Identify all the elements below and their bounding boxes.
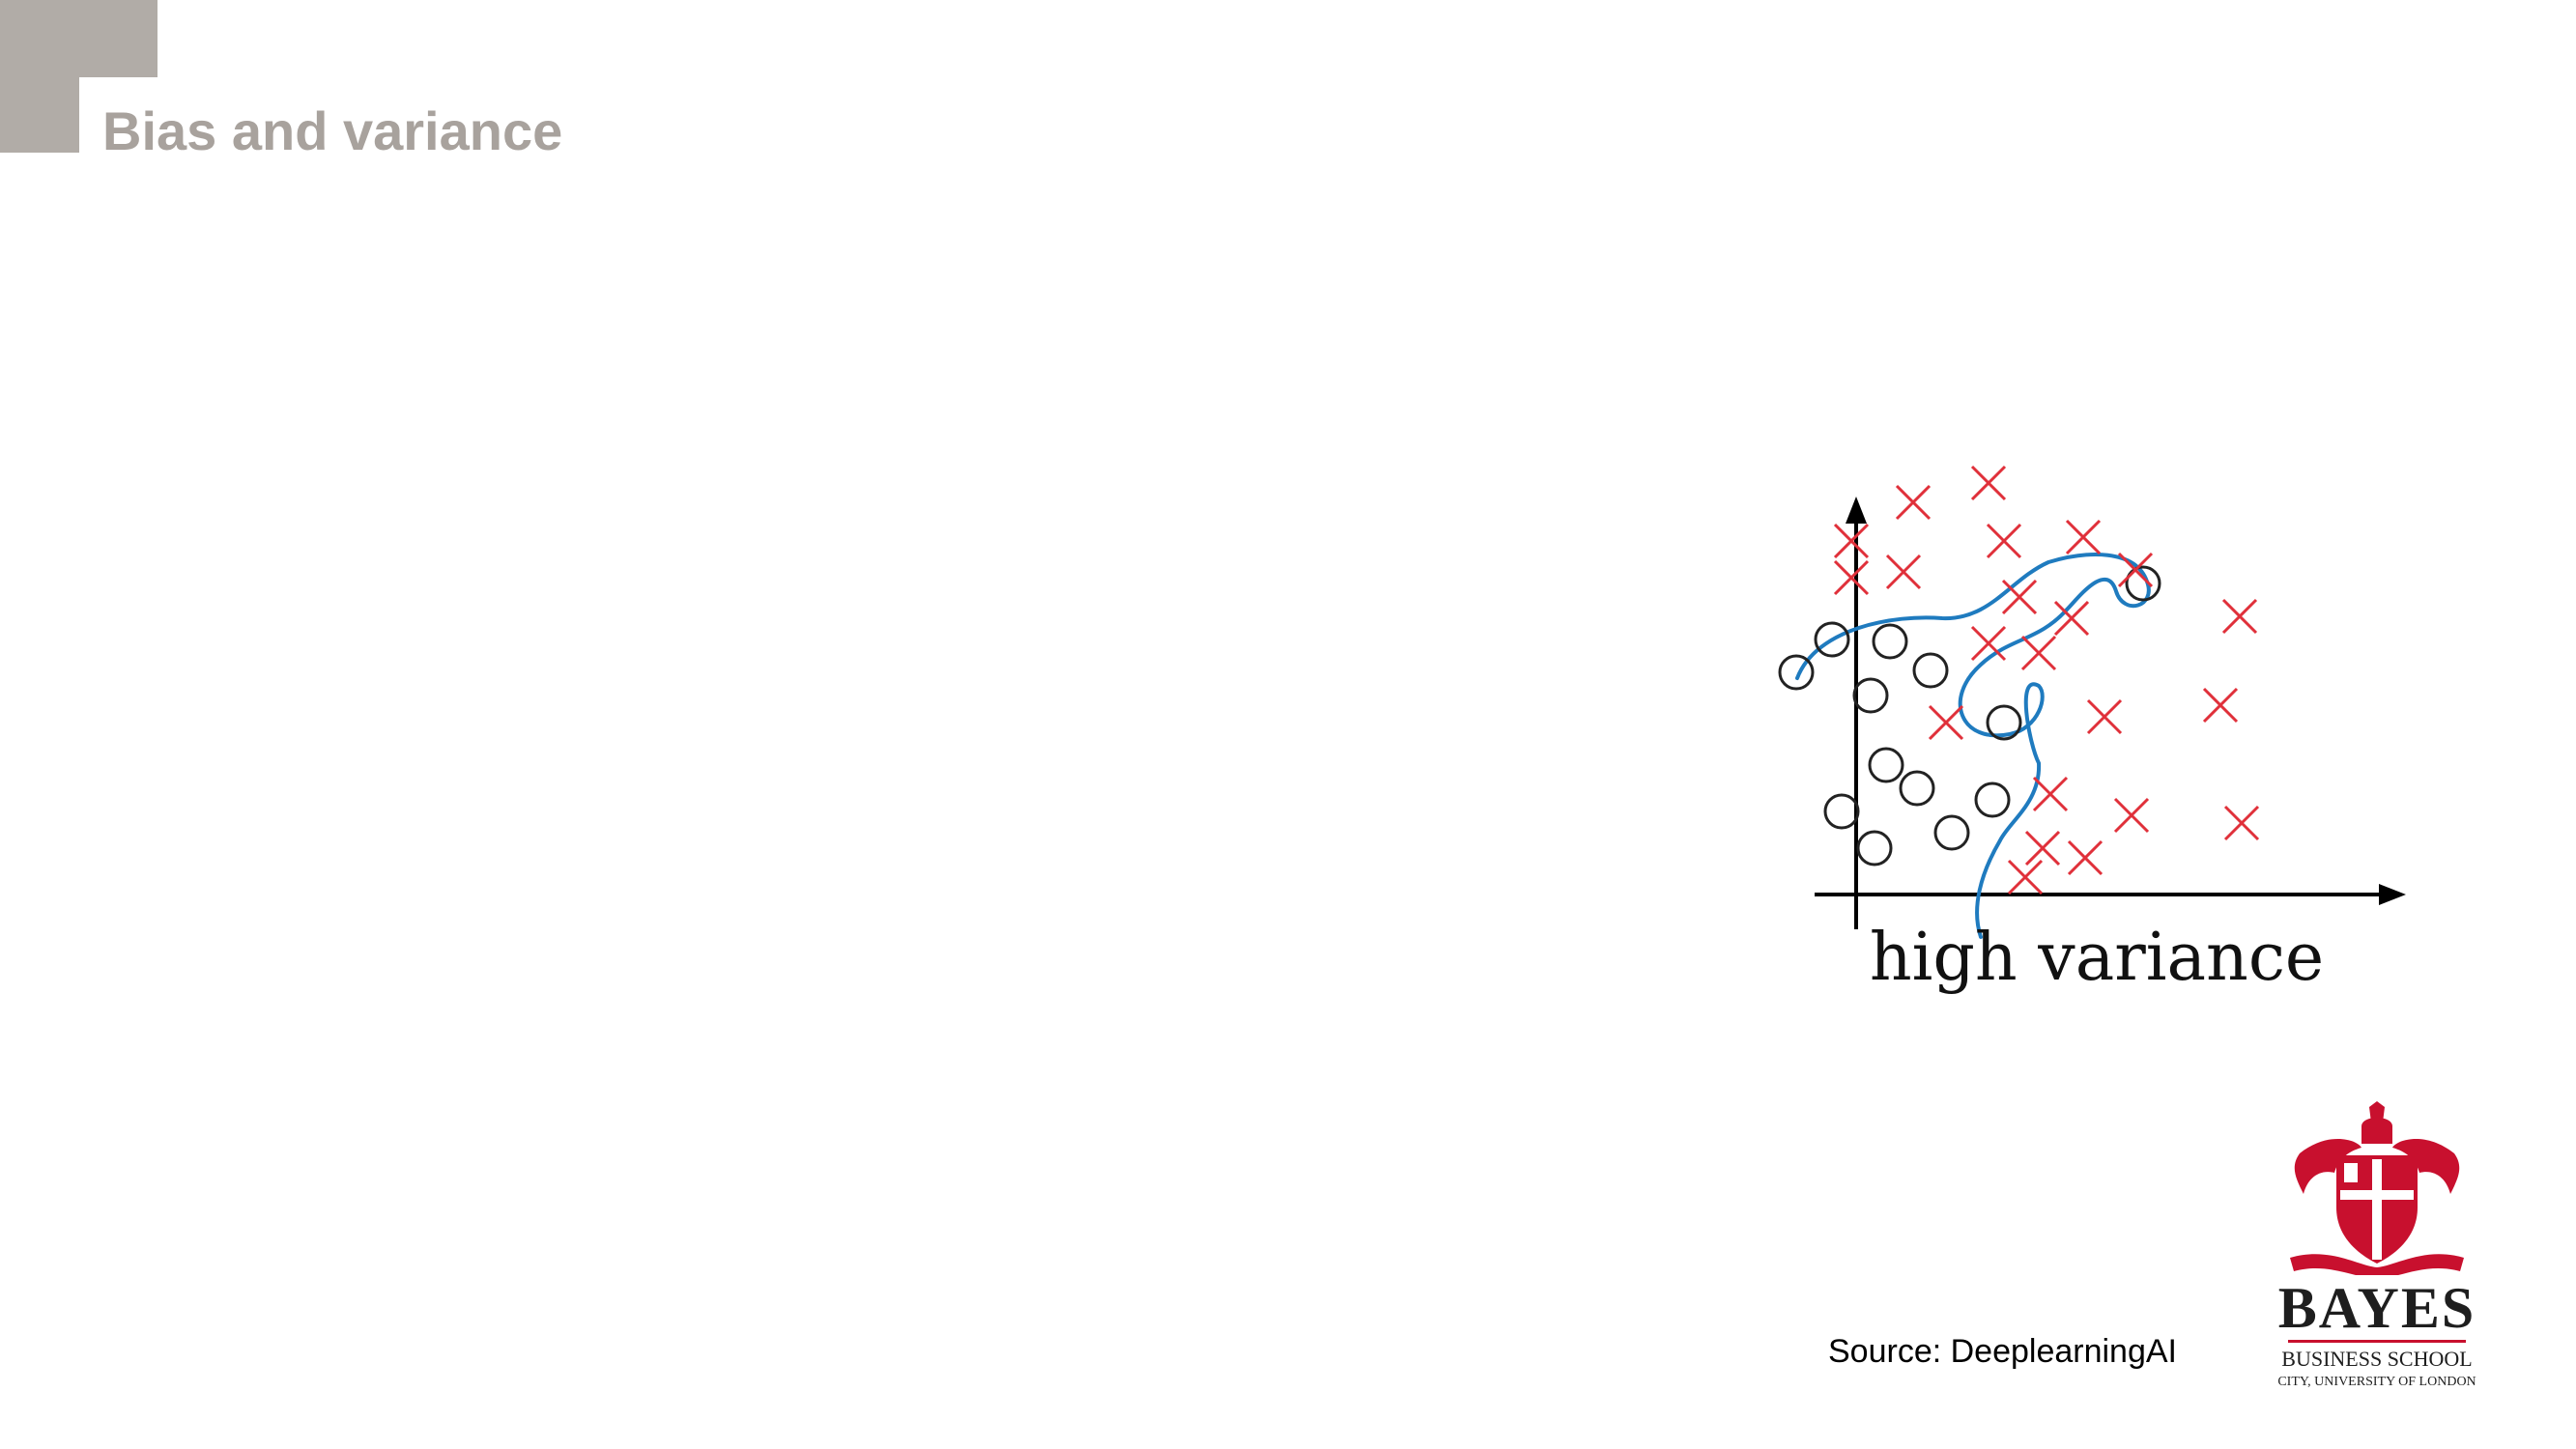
circle-point [1912,652,1949,689]
class-circles [1778,565,2161,867]
circle-point [1856,830,1893,867]
crest-icon [2290,1101,2464,1279]
cross-point [2086,698,2123,735]
cross-point [1970,625,2007,662]
cross-point [2223,805,2260,841]
class-crosses [1833,465,2260,895]
logo-affiliation: CITY, UNIVERSITY OF LONDON [2277,1375,2476,1389]
corner-decoration [0,0,79,153]
circle-point [1899,770,1935,807]
high-variance-figure: high variance [1778,454,2416,1034]
y-axis-arrow-icon [1846,497,1867,524]
circle-point [1852,677,1889,714]
circle-point [1778,654,1815,691]
slide-title: Bias and variance [102,100,563,161]
circle-point [1986,704,2022,741]
circle-point [1868,747,1904,783]
cross-point [2032,776,2069,812]
cross-point [2053,600,2090,637]
cross-point [2202,687,2239,724]
bayes-logo: BAYES BUSINESS SCHOOL CITY, UNIVERSITY O… [2261,1101,2493,1391]
cross-point [1986,523,2022,559]
cross-point [2065,519,2102,555]
cross-point [2117,552,2154,588]
cross-point [1833,523,1870,559]
cross-point [2221,598,2258,635]
circle-point [1933,814,1970,851]
circle-point [2125,565,2161,602]
cross-point [2001,579,2038,615]
cross-point [1833,559,1870,596]
cross-point [2024,830,2061,867]
cross-point [2007,859,2044,895]
decision-boundary [1795,553,2151,939]
logo-wordmark: BAYES [2277,1276,2476,1340]
circle-point [1814,621,1850,658]
cross-point [1970,465,2007,501]
logo-rule [2288,1340,2466,1343]
cross-point [1885,554,1922,590]
circle-point [1823,793,1860,830]
cross-point [1895,484,1932,521]
circle-point [1974,781,2011,818]
cross-point [2067,839,2104,876]
circle-point [1872,623,1908,660]
cross-point [1928,704,1964,741]
logo-subtitle: BUSINESS SCHOOL [2281,1347,2473,1371]
classification-plot [1778,465,2406,939]
cross-point [2020,635,2057,671]
figure-caption: high variance [1869,920,2325,996]
source-credit: Source: DeeplearningAI [1828,1333,2178,1370]
cross-point [2113,797,2150,834]
x-axis-arrow-icon [2379,884,2406,905]
